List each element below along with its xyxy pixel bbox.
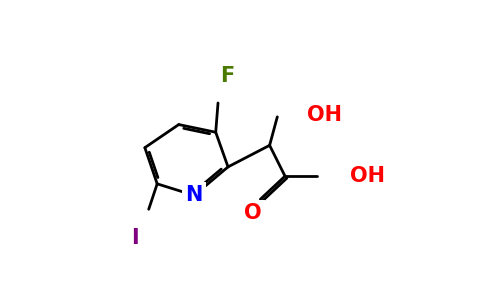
Text: OH: OH [350,166,385,186]
Text: I: I [131,228,139,248]
Text: F: F [220,66,234,86]
Text: O: O [244,203,261,223]
Text: OH: OH [306,104,342,124]
Text: N: N [185,185,203,206]
